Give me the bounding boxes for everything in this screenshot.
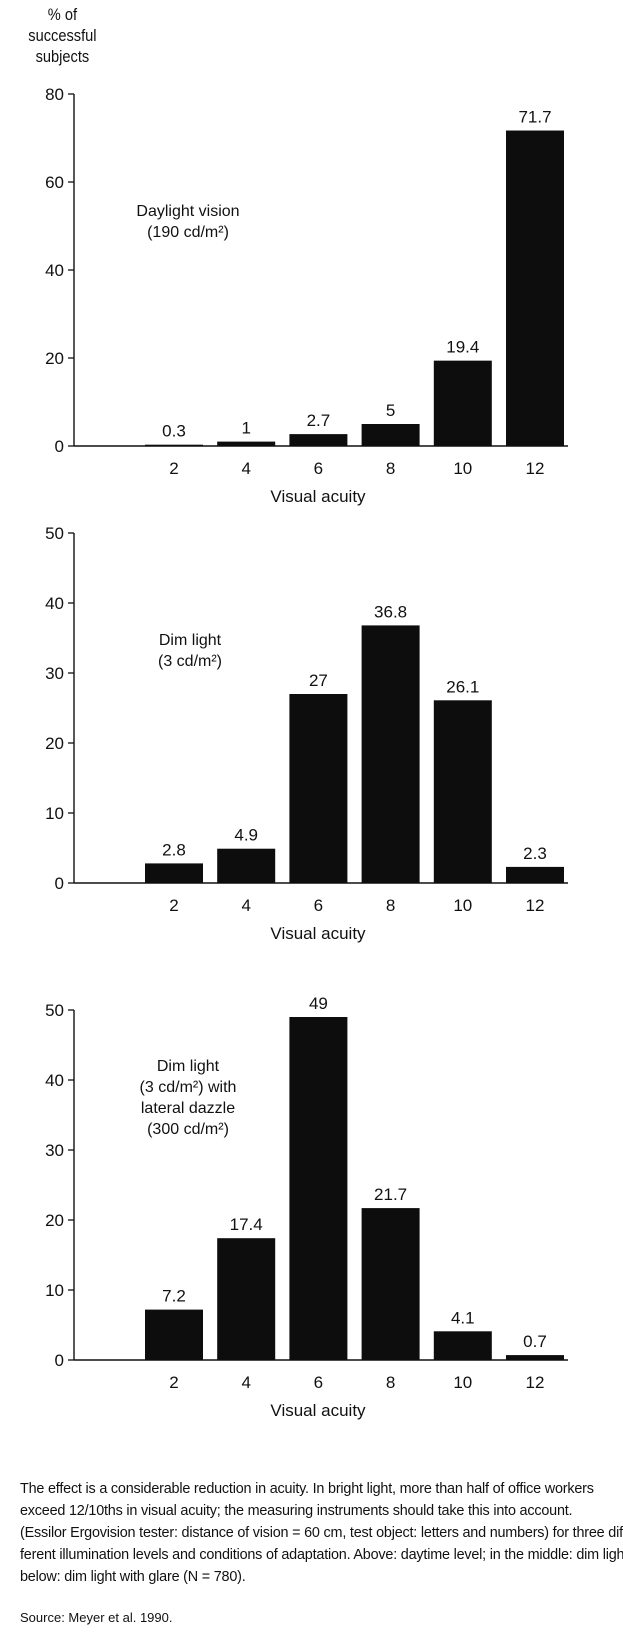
x-tick-label: 10	[453, 459, 472, 478]
y-tick-label: 0	[55, 874, 64, 893]
y-tick-label: 30	[45, 664, 64, 683]
caption-line-4: ferent illumination levels and condition…	[20, 1547, 623, 1563]
y-tick-label: 40	[45, 261, 64, 280]
bar-10	[433, 360, 492, 446]
x-tick-label: 4	[241, 896, 250, 915]
value-label: 5	[386, 401, 395, 420]
source-note: Source: Meyer et al. 1990.	[20, 1610, 173, 1625]
y-tick-label: 30	[45, 1141, 64, 1160]
y-tick-label: 20	[45, 349, 64, 368]
x-tick-label: 8	[386, 896, 395, 915]
chart-annotation-line: Dim light	[157, 1058, 220, 1075]
x-tick-label: 6	[314, 1373, 323, 1392]
x-tick-label: 6	[314, 459, 323, 478]
x-tick-label: 12	[526, 896, 545, 915]
value-label: 4.1	[451, 1308, 475, 1327]
x-tick-label: 12	[526, 1373, 545, 1392]
y-axis-title-line-2: successful	[28, 26, 97, 45]
value-label: 4.9	[234, 826, 258, 845]
chart-annotation-line: (3 cd/m²) with	[140, 1079, 237, 1096]
chart-annotation-line: (300 cd/m²)	[147, 1121, 229, 1138]
y-axis-title-line-3: subjects	[35, 47, 90, 66]
caption-line-3: (Essilor Ergovision tester: distance of …	[20, 1525, 623, 1541]
value-label: 27	[309, 671, 328, 690]
x-tick-label: 10	[453, 1373, 472, 1392]
y-tick-label: 80	[45, 85, 64, 104]
y-axis-title: % of successful subjects	[28, 4, 97, 67]
x-tick-label: 2	[169, 459, 178, 478]
y-tick-label: 10	[45, 1281, 64, 1300]
chart-annotation-line: Daylight vision	[136, 203, 239, 220]
bar-12	[506, 1355, 564, 1360]
chart-2: 0 10 20 30 40 50 2.8 2 4.9 4 27 6 36.8 8 26.1 10 2.3 12 Vi…	[45, 524, 568, 943]
x-axis-label: Visual acuity	[270, 1401, 366, 1420]
value-label: 71.7	[518, 108, 551, 127]
x-tick-label: 8	[386, 1373, 395, 1392]
y-tick-label: 60	[45, 173, 64, 192]
value-label: 26.1	[446, 677, 479, 696]
bar-2	[145, 444, 203, 447]
y-tick-label: 40	[45, 1071, 64, 1090]
y-tick-label: 10	[45, 804, 64, 823]
value-label: 36.8	[374, 602, 407, 621]
chart-annotation-line: Dim light	[159, 632, 222, 649]
x-tick-label: 12	[526, 459, 545, 478]
bar-6	[289, 434, 348, 446]
chart-annotation-line: (190 cd/m²)	[147, 224, 229, 241]
bar-12	[506, 866, 564, 883]
x-tick-label: 6	[314, 896, 323, 915]
y-axis-title-line-1: % of	[47, 5, 78, 24]
chart-annotation-line: lateral dazzle	[141, 1100, 235, 1117]
chart-3: 0 10 20 30 40 50 7.2 2 17.4 4 49 6 21.7 8 4.1 10 0.7 12 Vi…	[45, 994, 568, 1420]
value-label: 0.7	[523, 1332, 547, 1351]
bar-8	[361, 424, 420, 446]
figure-caption: The effect is a considerable reduction i…	[20, 1478, 623, 1588]
value-label: 19.4	[446, 338, 479, 357]
caption-line-2: exceed 12/10ths in visual acuity; the me…	[20, 1503, 573, 1519]
bar-6	[289, 1017, 348, 1360]
caption-line-5: below: dim light with glare (N = 780).	[20, 1569, 246, 1585]
bar-12	[506, 130, 564, 446]
x-tick-label: 4	[241, 1373, 250, 1392]
caption-line-1: The effect is a considerable reduction i…	[20, 1481, 594, 1497]
y-tick-label: 50	[45, 524, 64, 543]
y-tick-label: 20	[45, 1211, 64, 1230]
value-label: 0.3	[162, 422, 186, 441]
chart-1: 0 20 40 60 80 0.3 2 1 4 2.7 6 5 8 19.4 10 71.7 12 Visual …	[45, 85, 568, 506]
bar-10	[433, 1331, 492, 1360]
bar-10	[433, 700, 492, 883]
value-label: 7.2	[162, 1287, 186, 1306]
x-tick-label: 2	[169, 896, 178, 915]
bar-8	[361, 625, 420, 883]
x-tick-label: 8	[386, 459, 395, 478]
bar-2	[145, 863, 203, 883]
value-label: 17.4	[230, 1215, 263, 1234]
y-tick-label: 20	[45, 734, 64, 753]
x-axis-label: Visual acuity	[270, 487, 366, 506]
y-tick-label: 0	[55, 1351, 64, 1370]
bar-4	[217, 848, 276, 883]
bar-4	[217, 1238, 276, 1360]
x-tick-label: 10	[453, 896, 472, 915]
x-axis-label: Visual acuity	[270, 924, 366, 943]
bar-8	[361, 1208, 420, 1360]
bar-2	[145, 1309, 203, 1360]
x-tick-label: 4	[241, 459, 250, 478]
y-tick-label: 0	[55, 437, 64, 456]
bar-4	[217, 441, 276, 446]
value-label: 2.3	[523, 844, 547, 863]
value-label: 21.7	[374, 1185, 407, 1204]
value-label: 49	[309, 994, 328, 1013]
y-tick-label: 40	[45, 594, 64, 613]
chart-annotation-line: (3 cd/m²)	[158, 653, 222, 670]
value-label: 1	[241, 419, 250, 438]
bar-charts-figure: 0204060800.32142.765819.41071.712Visual …	[45, 85, 568, 1420]
y-tick-label: 50	[45, 1001, 64, 1020]
value-label: 2.7	[307, 411, 331, 430]
x-tick-label: 2	[169, 1373, 178, 1392]
value-label: 2.8	[162, 840, 186, 859]
bar-6	[289, 694, 348, 883]
